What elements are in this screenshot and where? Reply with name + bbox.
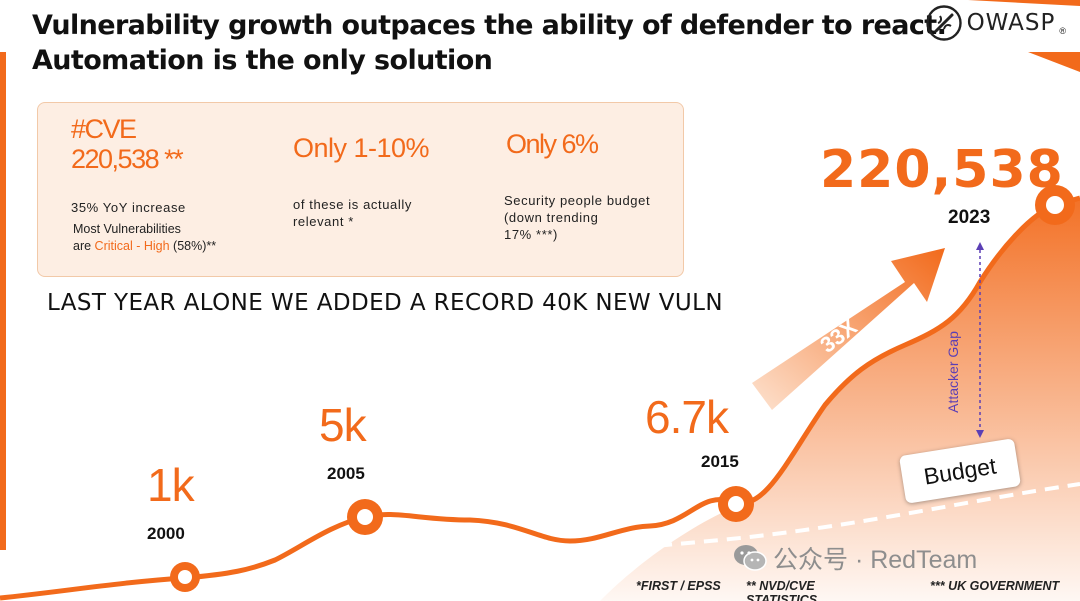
owasp-logo: OWASP ® [925,4,1066,42]
most-vuln-prefix: are [73,239,95,253]
wechat-icon [734,545,767,571]
most-vulnerabilities-note: Most Vulnerabilities are Critical - High… [73,221,216,255]
yoy-increase: 35% YoY increase [71,200,186,215]
year-label-2000: 2000 [147,524,185,543]
relevant-line-1: of these is actually [293,197,412,212]
value-label-2000: 1k [147,459,195,511]
relevant-note: of these is actually relevant * [293,196,412,230]
attacker-gap-label: Attacker Gap [944,331,961,413]
budget-line-3: 17% ***) [504,227,558,242]
owasp-wasp-icon [925,5,962,41]
point-2000 [170,562,200,592]
critical-high-highlight: Critical - High [94,239,170,253]
value-label-2023: 220,538 [820,140,1064,200]
growth-arrow [752,248,945,410]
footnote-first-epss: *FIRST / EPSS [636,579,721,593]
stats-box [37,102,684,277]
logo-registered: ® [1059,26,1066,36]
watermark-text: 公众号 · RedTeam [773,546,978,574]
footnote-uk-gov: *** UK GOVERNMENT [930,579,1060,593]
point-2005 [347,499,383,535]
footnote-nvd: ** NVD/CVE STATISTICS [746,579,818,601]
point-2015 [718,486,754,522]
growth-area [600,198,1080,601]
budget-headline: Only 6% [506,129,599,159]
title-line-2: Automation is the only solution [32,45,493,76]
attacker-gap-arrow-top [976,242,984,250]
budget-note: Security people budget (down trending 17… [504,192,650,243]
cve-count: 220,538 ** [71,144,184,174]
budget-line-1: Security people budget [504,193,651,208]
budget-label: Budget [921,451,998,490]
relevant-headline: Only 1-10% [293,133,430,163]
most-vuln-suffix: (58%)** [169,239,217,253]
right-accent [1028,52,1080,72]
attacker-gap-arrow-bottom [976,430,984,438]
logo-text: OWASP [966,10,1056,36]
record-subtitle: LAST YEAR ALONE WE ADDED A RECORD 40K NE… [47,290,723,316]
budget-line-2: (down trending [504,210,599,225]
cve-label: #CVE [71,114,137,144]
wechat-watermark: 公众号 · RedTeam [733,540,977,576]
slide-title: Vulnerability growth outpaces the abilit… [32,8,947,78]
title-line-1: Vulnerability growth outpaces the abilit… [32,10,947,41]
year-label-2015: 2015 [701,452,739,471]
budget-line [199,482,1080,590]
year-label-2023: 2023 [948,207,991,228]
year-label-2005: 2005 [327,464,365,483]
left-accent-bar [0,52,6,550]
relevant-line-2: relevant * [293,214,354,229]
top-right-accent [968,0,1080,6]
growth-line [0,195,1080,601]
most-vuln-line-1: Most Vulnerabilities [73,222,181,236]
value-label-2015: 6.7k [645,391,729,443]
point-2023 [1035,185,1075,225]
value-label-2005: 5k [319,399,367,451]
most-vuln-line-2: are Critical - High (58%)** [73,238,216,255]
